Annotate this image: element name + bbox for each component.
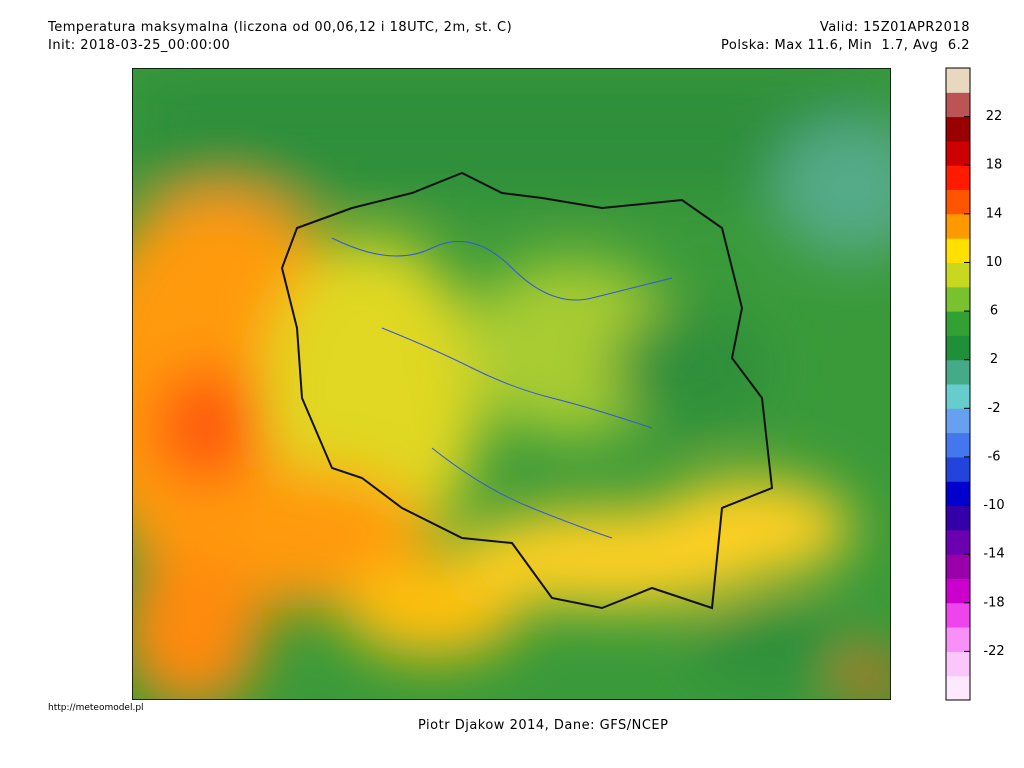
tick-label: 10 [986,255,1003,270]
tick-label: -2 [988,401,1001,416]
color-band [946,481,970,507]
temperature-map [132,68,891,700]
color-band [946,311,970,336]
color-band [946,529,970,555]
map-title: Temperatura maksymalna (liczona od 00,06… [48,20,513,35]
color-band [946,505,970,531]
color-band [946,578,970,604]
color-band [946,286,970,312]
init-time: Init: 2018-03-25_00:00:00 [48,38,231,53]
color-band [946,384,970,409]
valid-time: Valid: 15Z01APR2018 [819,20,970,35]
color-band [946,335,970,361]
color-band [946,602,970,628]
tick-label: -6 [988,449,1001,464]
temperature-field [132,68,891,700]
tick-label: -18 [983,595,1004,610]
color-band [946,262,970,288]
color-band [946,165,970,191]
rivers [331,237,673,539]
color-band [946,359,970,385]
color-band [946,675,970,701]
source-url: http://meteomodel.pl [48,703,144,713]
tick-label: 18 [986,158,1003,173]
color-band [946,140,970,166]
color-band [946,92,970,118]
credit: Piotr Djakow 2014, Dane: GFS/NCEP [418,718,669,733]
color-band [946,189,970,215]
color-band [946,554,970,579]
tick-label: -10 [983,498,1004,513]
color-band [946,408,970,434]
colorbar-frame [945,67,971,701]
color-band [946,238,970,263]
color-band [946,68,970,93]
color-band [946,456,970,482]
color-band [946,213,970,239]
color-band [946,116,970,142]
tick-label: 6 [990,304,998,319]
tick-label: 14 [986,206,1003,221]
poland-border [280,171,774,610]
tick-label: -14 [983,547,1004,562]
stats: Polska: Max 11.6, Min 1.7, Avg 6.2 [721,38,970,53]
color-band [946,627,970,652]
tick-label: 2 [990,352,998,367]
color-band [946,651,970,677]
color-band [946,432,970,458]
tick-label: -22 [983,644,1004,659]
tick-label: 22 [986,109,1003,124]
